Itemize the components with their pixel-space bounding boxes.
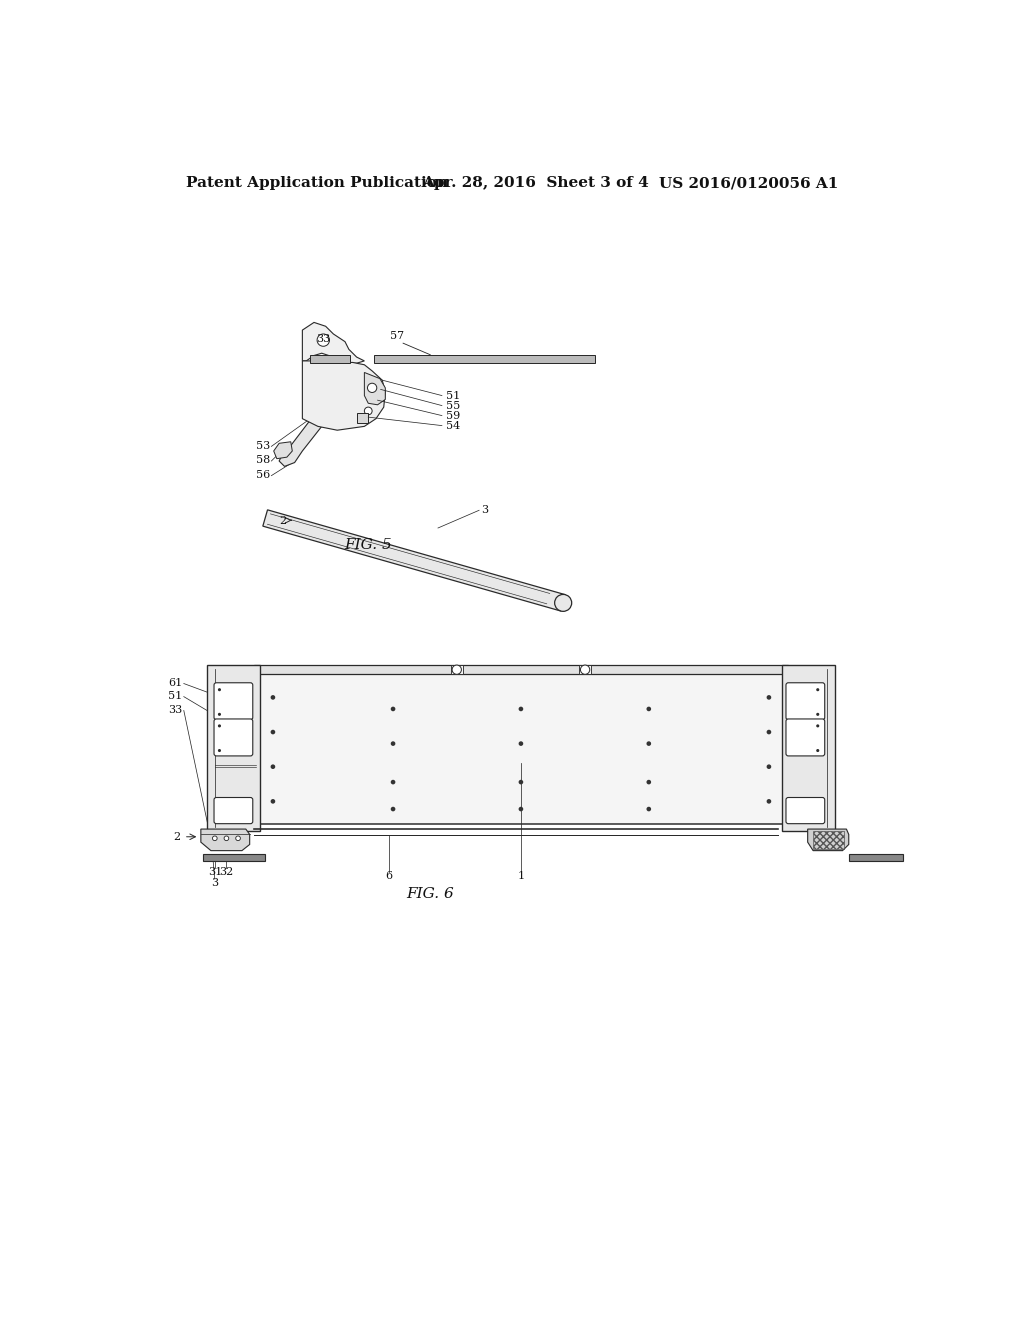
Polygon shape	[808, 829, 849, 850]
Text: 51: 51	[168, 690, 182, 701]
Polygon shape	[365, 372, 385, 405]
Circle shape	[218, 748, 221, 752]
FancyBboxPatch shape	[214, 719, 253, 756]
Polygon shape	[201, 829, 250, 850]
Circle shape	[391, 780, 395, 784]
Polygon shape	[273, 442, 292, 459]
FancyBboxPatch shape	[214, 797, 253, 824]
Text: 1: 1	[517, 871, 524, 882]
Circle shape	[816, 713, 819, 715]
Bar	[849, 854, 903, 862]
Circle shape	[816, 688, 819, 692]
Circle shape	[518, 742, 523, 746]
Text: 32: 32	[219, 867, 233, 878]
FancyBboxPatch shape	[786, 682, 824, 719]
Text: 58: 58	[256, 455, 270, 466]
Circle shape	[518, 780, 523, 784]
Circle shape	[518, 706, 523, 711]
FancyBboxPatch shape	[214, 682, 253, 719]
Circle shape	[317, 334, 330, 346]
Text: 51: 51	[445, 391, 460, 401]
Circle shape	[368, 383, 377, 392]
Bar	[254, 675, 788, 825]
Polygon shape	[302, 360, 385, 430]
Text: FIG. 5: FIG. 5	[344, 537, 392, 552]
Circle shape	[270, 799, 275, 804]
Text: 33: 33	[316, 334, 331, 343]
Circle shape	[391, 742, 395, 746]
Circle shape	[816, 725, 819, 727]
Circle shape	[453, 665, 462, 675]
Circle shape	[518, 807, 523, 812]
Bar	[813, 830, 844, 849]
Circle shape	[270, 764, 275, 770]
Text: 56: 56	[256, 470, 270, 480]
Polygon shape	[280, 411, 326, 466]
Circle shape	[646, 807, 651, 812]
Circle shape	[767, 696, 771, 700]
Text: 53: 53	[256, 441, 270, 450]
Circle shape	[581, 665, 590, 675]
Text: Patent Application Publication: Patent Application Publication	[186, 176, 449, 190]
Circle shape	[365, 407, 372, 414]
Circle shape	[767, 730, 771, 734]
Circle shape	[270, 696, 275, 700]
Text: US 2016/0120056 A1: US 2016/0120056 A1	[658, 176, 839, 190]
Text: 31: 31	[208, 867, 222, 878]
Text: 3: 3	[211, 878, 218, 888]
FancyBboxPatch shape	[786, 797, 824, 824]
Bar	[451, 665, 463, 675]
Polygon shape	[302, 322, 365, 363]
Circle shape	[218, 725, 221, 727]
Circle shape	[218, 713, 221, 715]
Circle shape	[816, 748, 819, 752]
Bar	[254, 665, 788, 675]
Text: 6: 6	[386, 871, 393, 882]
Circle shape	[646, 742, 651, 746]
Text: 2: 2	[174, 832, 180, 842]
Circle shape	[391, 706, 395, 711]
Text: 61: 61	[168, 678, 182, 688]
Text: 54: 54	[445, 421, 460, 430]
Text: Apr. 28, 2016  Sheet 3 of 4: Apr. 28, 2016 Sheet 3 of 4	[423, 176, 649, 190]
FancyBboxPatch shape	[786, 719, 824, 756]
Circle shape	[212, 836, 217, 841]
Bar	[203, 854, 265, 862]
Bar	[207, 665, 260, 830]
Bar	[579, 665, 591, 675]
Text: 2: 2	[280, 516, 287, 527]
Circle shape	[555, 594, 571, 611]
Text: 55: 55	[445, 401, 460, 411]
Bar	[356, 412, 369, 422]
Circle shape	[391, 807, 395, 812]
Text: 3: 3	[480, 504, 487, 515]
Polygon shape	[263, 510, 565, 611]
Circle shape	[218, 688, 221, 692]
Circle shape	[646, 706, 651, 711]
Circle shape	[236, 836, 241, 841]
Text: 33: 33	[168, 705, 182, 715]
Bar	[375, 355, 595, 363]
Circle shape	[646, 780, 651, 784]
Circle shape	[270, 730, 275, 734]
Text: 59: 59	[445, 411, 460, 421]
Text: 57: 57	[390, 331, 404, 342]
Bar	[782, 665, 835, 830]
Text: FIG. 6: FIG. 6	[407, 887, 454, 900]
Circle shape	[224, 836, 228, 841]
Bar	[310, 355, 350, 363]
Circle shape	[767, 764, 771, 770]
Circle shape	[767, 799, 771, 804]
